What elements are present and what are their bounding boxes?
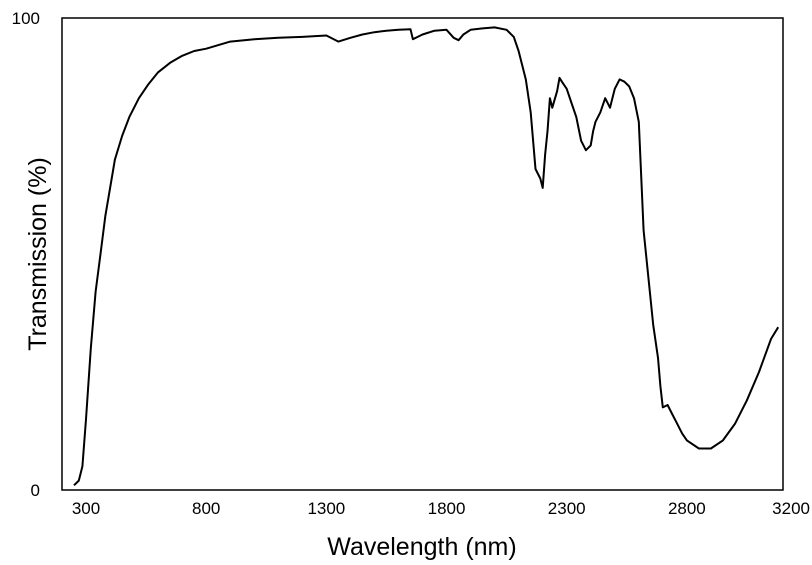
y-tick-label: 0	[31, 481, 40, 500]
x-tick-label: 1800	[428, 499, 466, 518]
x-axis-ticks: 300 800 1300 1800 2300 2800 3200	[72, 499, 810, 518]
plot-frame	[61, 17, 784, 491]
x-tick-label: 800	[192, 499, 220, 518]
x-axis-title: Wavelength (nm)	[327, 533, 516, 561]
y-tick-label: 100	[12, 9, 40, 28]
x-tick-label: 2300	[548, 499, 586, 518]
transmission-series-line	[73, 26, 780, 487]
y-axis-title: Transmission (%)	[24, 157, 52, 351]
x-tick-label: 300	[72, 499, 100, 518]
y-axis-ticks: 0 100	[12, 9, 40, 500]
plot-area	[73, 26, 780, 487]
x-tick-label: 2800	[668, 499, 706, 518]
x-tick-label: 3200	[772, 499, 810, 518]
x-tick-label: 1300	[307, 499, 345, 518]
